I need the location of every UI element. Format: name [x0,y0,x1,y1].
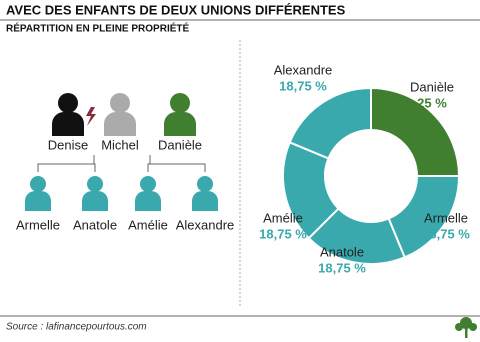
segment-value: 18,75 % [422,226,470,241]
segment-label: Alexandre [274,62,333,77]
donut-segment [288,86,372,160]
child-icons [25,176,218,211]
segment-value: 18,75 % [279,78,327,93]
parent-name: Michel [101,137,139,152]
segment-value: 25 % [417,95,447,110]
person-icon [52,93,84,136]
title: AVEC DES ENFANTS DE DEUX UNIONS DIFFÉREN… [6,2,346,17]
logo-tree [455,317,477,338]
child-name: Amélie [128,217,168,232]
child-name: Anatole [73,217,117,232]
segment-label: Amélie [263,210,303,225]
subtitle: RÉPARTITION EN PLEINE PROPRIÉTÉ [6,22,189,35]
child-name: Armelle [16,217,60,232]
child-name: Alexandre [176,217,235,232]
person-icon [164,93,196,136]
conflict-icon [86,107,96,126]
person-icon [104,93,136,136]
donut-segment [370,86,461,177]
source: Source : lafinancepourtous.com [6,322,147,333]
segment-value: 18,75 % [259,226,307,241]
connectors [37,155,206,172]
family-tree: Denise Michel Danièle Armelle Anatole Am… [16,93,234,232]
segment-label: Anatole [320,244,364,259]
segment-label: Danièle [410,79,454,94]
segment-value: 18,75 % [318,260,366,275]
parent-name: Denise [48,137,88,152]
segment-label: Armelle [424,210,468,225]
parent-name: Danièle [158,137,202,152]
